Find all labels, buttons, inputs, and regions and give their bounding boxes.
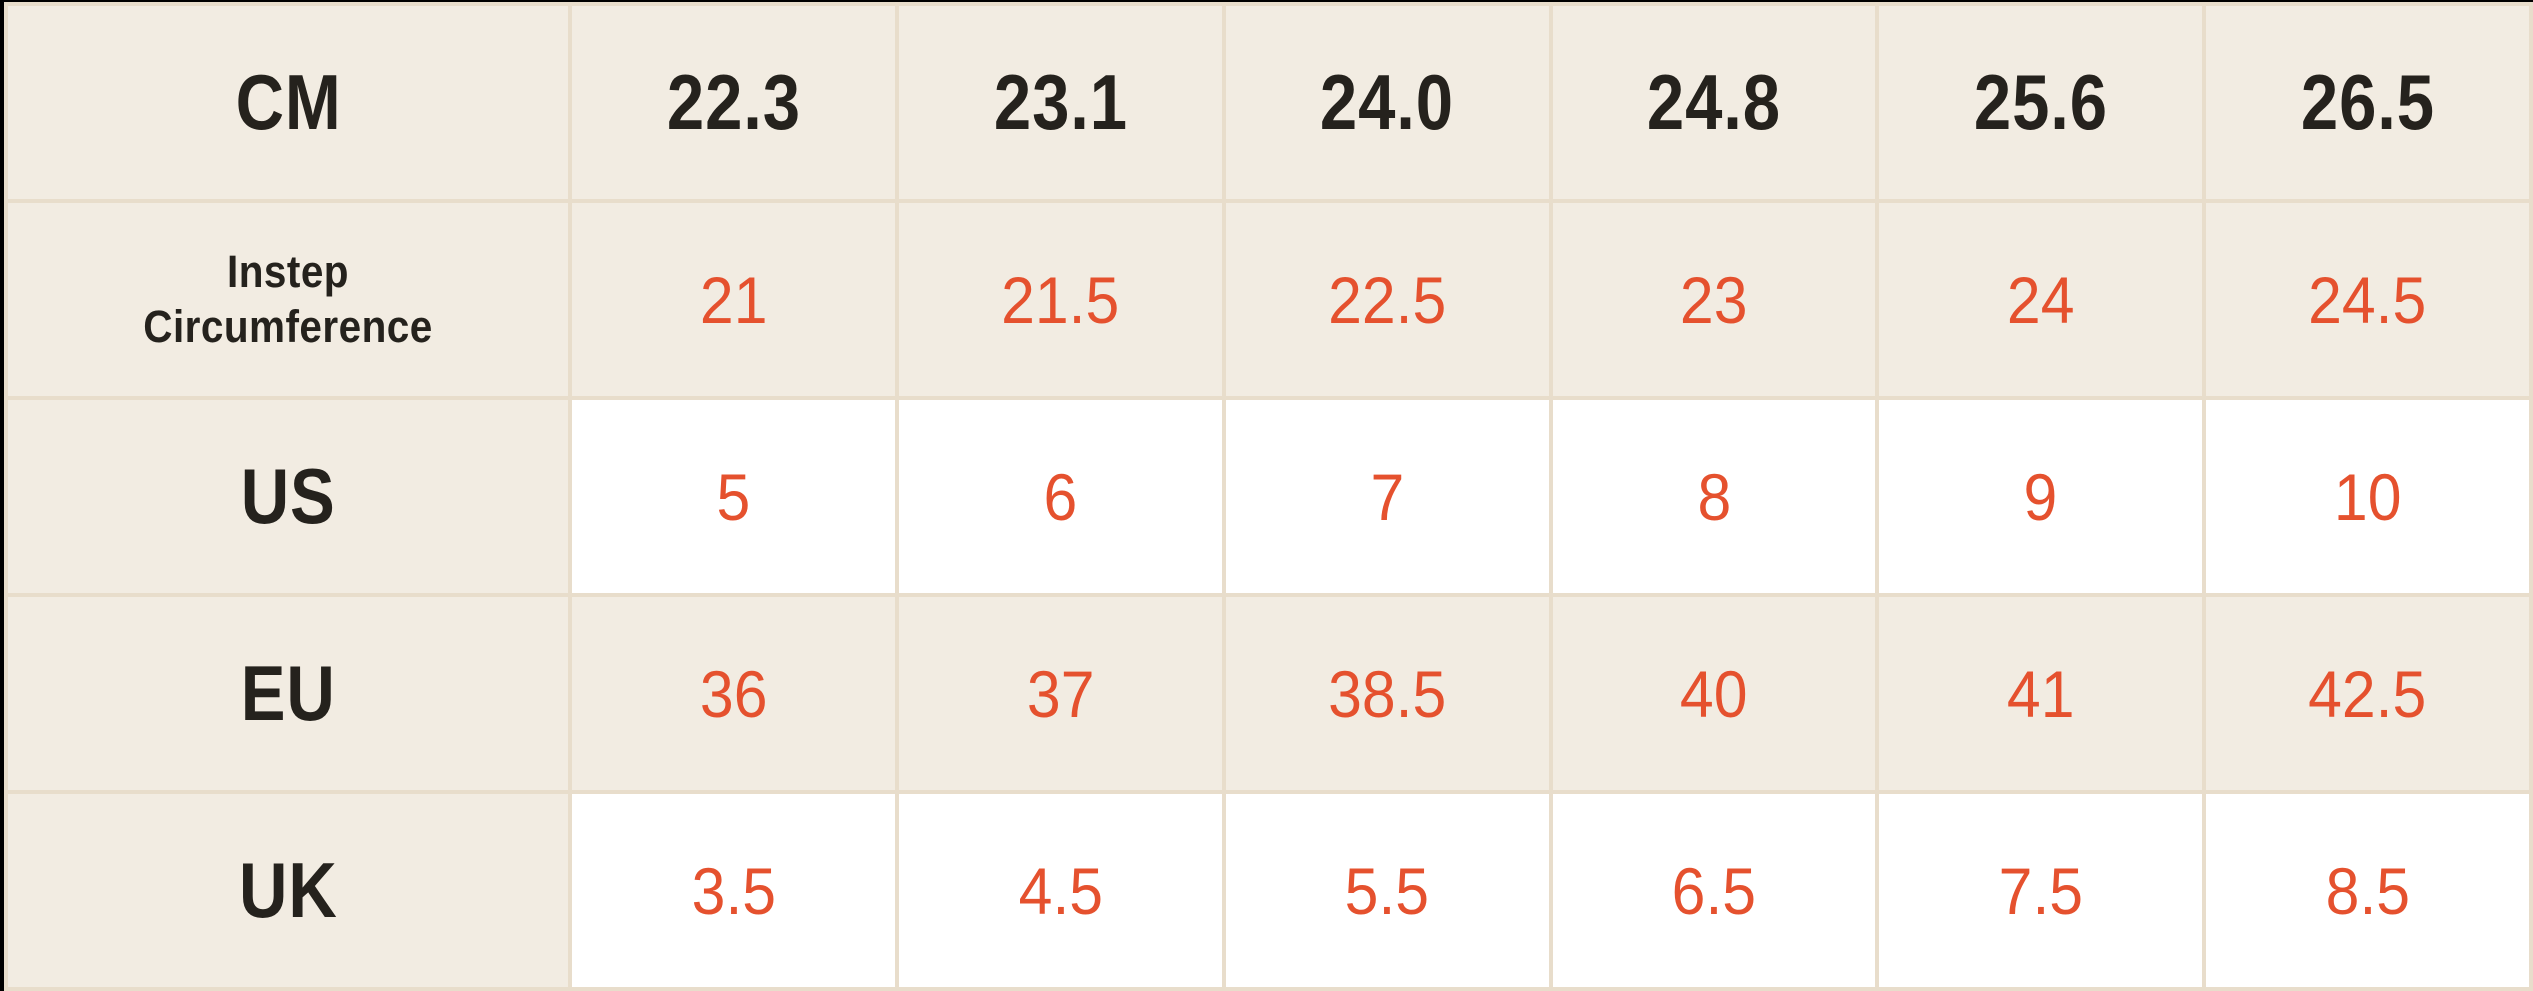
cm-size-value: 24.0	[1320, 57, 1454, 148]
uk-size-value: 5.5	[1345, 853, 1429, 929]
us-size-value: 6	[1044, 459, 1078, 535]
value-cell: 24	[1877, 201, 2204, 398]
instep-value: 24.5	[2308, 262, 2426, 338]
eu-size-value: 42.5	[2308, 656, 2426, 732]
value-cell: 38.5	[1224, 595, 1551, 792]
value-cell: 8	[1551, 398, 1878, 595]
us-size-value: 8	[1697, 459, 1731, 535]
instep-circumference-row: Instep Circumference 21 21.5 22.5 23 24 …	[6, 201, 2531, 398]
us-size-value: 7	[1370, 459, 1404, 535]
value-cell: 36	[570, 595, 897, 792]
row-label-cell: EU	[6, 595, 570, 792]
eu-size-value: 41	[2007, 656, 2075, 732]
row-label: EU	[241, 648, 336, 739]
uk-size-value: 4.5	[1018, 853, 1102, 929]
value-cell: 9	[1877, 398, 2204, 595]
row-label-cell: UK	[6, 792, 570, 989]
cm-size-value: 22.3	[667, 57, 801, 148]
value-cell: 42.5	[2204, 595, 2531, 792]
cm-size-value: 25.6	[1974, 57, 2108, 148]
value-cell: 5	[570, 398, 897, 595]
eu-size-row: EU 36 37 38.5 40 41 42.5	[6, 595, 2531, 792]
uk-size-value: 8.5	[2325, 853, 2409, 929]
uk-size-value: 7.5	[1999, 853, 2083, 929]
size-chart-frame: CM 22.3 23.1 24.0 24.8 25.6 26.5 In	[4, 2, 2533, 965]
cm-size-value: 26.5	[2301, 57, 2435, 148]
eu-size-value: 37	[1027, 656, 1095, 732]
eu-size-value: 38.5	[1328, 656, 1446, 732]
value-cell: 6	[897, 398, 1224, 595]
uk-size-value: 3.5	[692, 853, 776, 929]
header-cell-size: 24.8	[1551, 4, 1878, 201]
eu-size-value: 36	[700, 656, 768, 732]
value-cell: 6.5	[1551, 792, 1878, 989]
uk-size-value: 6.5	[1672, 853, 1756, 929]
row-label-cell: Instep Circumference	[6, 201, 570, 398]
value-cell: 37	[897, 595, 1224, 792]
shoe-size-chart-table: CM 22.3 23.1 24.0 24.8 25.6 26.5 In	[4, 2, 2533, 991]
value-cell: 24.5	[2204, 201, 2531, 398]
instep-value: 21.5	[1001, 262, 1119, 338]
row-label: US	[241, 451, 336, 542]
value-cell: 22.5	[1224, 201, 1551, 398]
eu-size-value: 40	[1680, 656, 1748, 732]
header-cell-size: 26.5	[2204, 4, 2531, 201]
value-cell: 4.5	[897, 792, 1224, 989]
us-size-row: US 5 6 7 8 9 10	[6, 398, 2531, 595]
row-label: UK	[239, 845, 338, 936]
value-cell: 21.5	[897, 201, 1224, 398]
value-cell: 3.5	[570, 792, 897, 989]
value-cell: 41	[1877, 595, 2204, 792]
header-cell-cm: CM	[6, 4, 570, 201]
header-cell-size: 25.6	[1877, 4, 2204, 201]
value-cell: 5.5	[1224, 792, 1551, 989]
instep-value: 22.5	[1328, 262, 1446, 338]
instep-value: 21	[700, 262, 768, 338]
header-cell-size: 23.1	[897, 4, 1224, 201]
unit-label: CM	[235, 57, 341, 148]
value-cell: 10	[2204, 398, 2531, 595]
header-row: CM 22.3 23.1 24.0 24.8 25.6 26.5	[6, 4, 2531, 201]
uk-size-row: UK 3.5 4.5 5.5 6.5 7.5 8.5	[6, 792, 2531, 989]
value-cell: 7	[1224, 398, 1551, 595]
instep-value: 23	[1680, 262, 1748, 338]
value-cell: 8.5	[2204, 792, 2531, 989]
value-cell: 7.5	[1877, 792, 2204, 989]
value-cell: 40	[1551, 595, 1878, 792]
cm-size-value: 23.1	[994, 57, 1128, 148]
header-cell-size: 24.0	[1224, 4, 1551, 201]
us-size-value: 10	[2334, 459, 2402, 535]
row-label-cell: US	[6, 398, 570, 595]
row-label: Instep Circumference	[108, 245, 468, 355]
value-cell: 21	[570, 201, 897, 398]
instep-value: 24	[2007, 262, 2075, 338]
value-cell: 23	[1551, 201, 1878, 398]
cm-size-value: 24.8	[1647, 57, 1781, 148]
us-size-value: 9	[2024, 459, 2058, 535]
us-size-value: 5	[717, 459, 751, 535]
header-cell-size: 22.3	[570, 4, 897, 201]
